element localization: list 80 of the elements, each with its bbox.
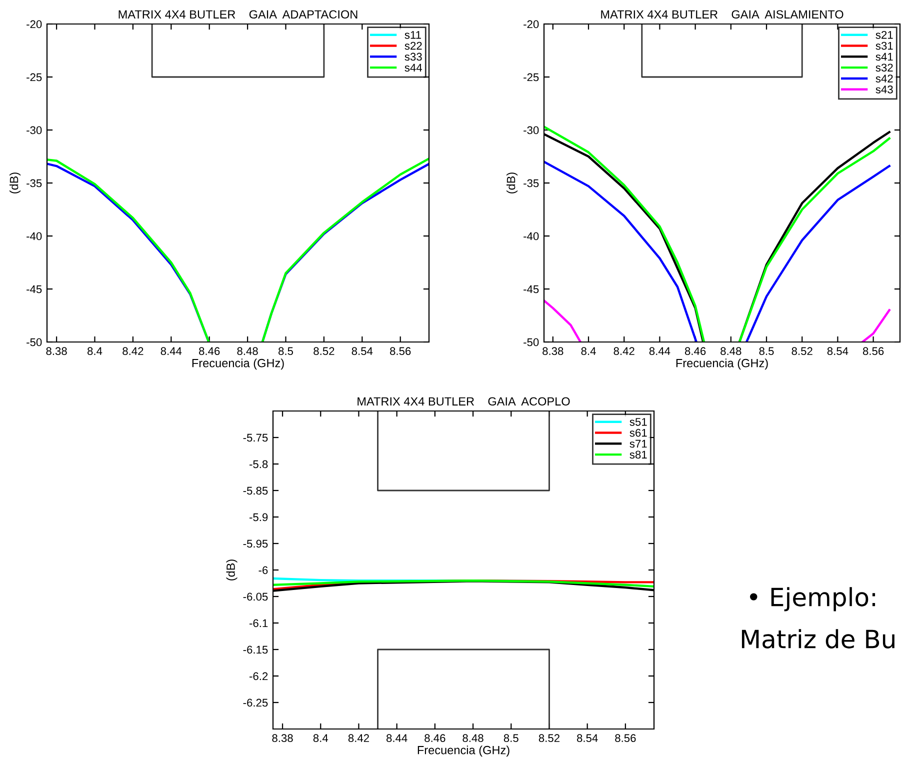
x-tick-label: 8.46 [424, 734, 446, 742]
x-tick-label: 8.44 [160, 347, 182, 356]
y-tick-label: -25 [524, 73, 539, 82]
x-tick-label: 8.56 [615, 734, 636, 742]
x-tick-label: 8.52 [792, 347, 812, 356]
chart-title: MATRIX 4X4 BUTLER GAIA ADAPTACION [118, 10, 358, 19]
y-axis-title: (dB) [10, 172, 21, 194]
y-tick-label: -5.95 [243, 540, 268, 548]
y-tick-label: -5.8 [249, 460, 268, 468]
legend-label: s33 [404, 52, 422, 61]
legend-label: s61 [630, 428, 647, 437]
x-tick-label: 8.38 [272, 734, 293, 742]
text: Matriz de Bu [742, 629, 894, 648]
x-tick-label: 8.48 [237, 347, 258, 356]
x-tick-label: 8.52 [314, 347, 334, 356]
legend-label: s44 [404, 64, 422, 72]
x-axis-title: Frecuencia (GHz) [418, 746, 510, 757]
legend-label: s71 [630, 440, 647, 448]
y-axis-title: (dB) [226, 560, 238, 580]
legend-label: s31 [876, 42, 893, 50]
x-tick-label: 8.56 [390, 347, 411, 356]
x-axis-title: Frecuencia (GHz) [676, 358, 768, 370]
legend-label: s43 [876, 86, 893, 94]
legend-label: s41 [876, 52, 893, 61]
x-tick-label: 8.5 [759, 347, 774, 356]
y-tick-label: -6.25 [243, 698, 268, 707]
y-tick-label: -25 [26, 73, 42, 82]
y-tick-label: -6.2 [249, 672, 268, 680]
y-tick-label: -5.9 [249, 513, 268, 522]
legend-label: s21 [876, 30, 893, 39]
y-tick-label: -20 [26, 20, 42, 28]
x-tick-label: 8.44 [386, 734, 408, 742]
x-tick-label: 8.38 [542, 347, 564, 356]
x-tick-label: 8.52 [538, 734, 560, 742]
x-tick-label: 8.38 [46, 347, 67, 356]
x-tick-label: 8.54 [576, 734, 598, 742]
y-tick-label: -20 [524, 20, 539, 28]
x-tick-label: 8.42 [614, 347, 634, 356]
legend-label: s32 [876, 64, 893, 72]
x-tick-label: 8.48 [462, 734, 484, 742]
y-tick-label: -50 [524, 338, 539, 346]
x-tick-label: 8.42 [122, 347, 144, 356]
y-tick-label: -6.05 [243, 592, 268, 601]
x-tick-label: 8.46 [199, 347, 220, 356]
y-tick-label: -30 [26, 126, 42, 134]
y-tick-label: -40 [524, 232, 539, 240]
x-tick-label: 8.5 [278, 347, 294, 356]
y-tick-label: -45 [524, 285, 539, 294]
x-tick-label: 8.54 [827, 347, 848, 356]
x-tick-label: 8.5 [504, 734, 518, 742]
x-axis-title: Frecuencia (GHz) [192, 358, 284, 370]
x-tick-label: 8.42 [348, 734, 369, 742]
chart-title: MATRIX 4X4 BUTLER GAIA AISLAMIENTO [601, 10, 844, 19]
x-tick-label: 8.44 [649, 347, 670, 356]
x-tick-label: 8.46 [684, 347, 706, 356]
y-tick-label: -30 [524, 126, 539, 134]
y-tick-label: -40 [26, 232, 42, 240]
legend-label: s22 [404, 42, 422, 50]
x-tick-label: 8.48 [720, 347, 742, 356]
y-tick-label: -35 [26, 179, 42, 188]
x-tick-label: 8.4 [88, 347, 102, 356]
y-axis-title: (dB) [506, 172, 518, 194]
x-tick-label: 8.54 [352, 347, 373, 356]
text: • Ejemplo: [750, 587, 876, 612]
x-tick-label: 8.4 [581, 347, 596, 356]
legend-label: s42 [876, 74, 893, 82]
y-tick-label: -6 [258, 566, 268, 574]
y-tick-label: -50 [26, 338, 42, 346]
y-tick-label: -35 [524, 179, 539, 188]
legend-label: s81 [630, 450, 647, 459]
y-tick-label: -5.75 [243, 434, 268, 442]
y-tick-label: -6.1 [249, 619, 268, 628]
y-tick-label: -6.15 [243, 646, 268, 654]
legend-label: s11 [404, 31, 421, 39]
x-tick-label: 8.4 [313, 734, 328, 742]
chart-title: MATRIX 4X4 BUTLER GAIA ACOPLO [358, 397, 570, 406]
legend-label: s51 [630, 418, 647, 426]
x-tick-label: 8.56 [862, 347, 884, 356]
y-tick-label: -5.85 [243, 486, 268, 495]
y-tick-label: -45 [26, 285, 42, 294]
